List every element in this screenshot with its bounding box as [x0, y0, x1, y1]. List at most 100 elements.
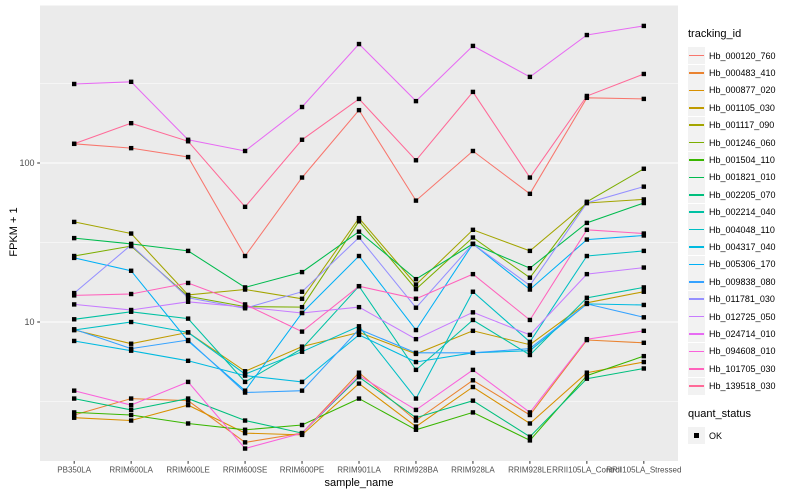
legend-key	[688, 81, 705, 99]
data-point-marker	[299, 289, 305, 294]
legend-item-Hb_001821_010: Hb_001821_010	[688, 168, 798, 186]
data-point-marker	[242, 446, 248, 451]
data-point-marker	[470, 89, 476, 95]
legend-swatch-line-icon	[689, 107, 704, 109]
data-point-marker	[356, 41, 362, 47]
data-point-marker	[128, 120, 134, 126]
data-point-marker	[71, 293, 77, 298]
legend-item-Hb_009838_080: Hb_009838_080	[688, 273, 798, 291]
data-point-marker	[641, 366, 647, 371]
data-point-marker	[299, 104, 305, 110]
data-point-marker	[299, 175, 305, 180]
legend-item-label: Hb_024714_010	[709, 328, 776, 339]
data-point-marker	[299, 296, 305, 301]
data-point-marker	[71, 415, 77, 420]
legend-item-Hb_094608_010: Hb_094608_010	[688, 342, 798, 360]
data-point-marker	[185, 402, 191, 408]
data-point-marker	[584, 32, 590, 38]
data-point-marker	[242, 373, 248, 378]
data-point-marker	[584, 220, 590, 226]
legend-swatch-line-icon	[689, 333, 704, 335]
legend-swatch-line-icon	[689, 124, 704, 127]
data-point-marker	[185, 154, 191, 160]
data-point-marker	[470, 328, 476, 334]
legend-item-Hb_004048_110: Hb_004048_110	[688, 221, 798, 239]
legend-key	[688, 273, 705, 291]
data-point-marker	[128, 268, 134, 273]
data-point-marker	[527, 421, 533, 426]
y-tick-label: 100	[19, 158, 34, 168]
data-point-marker	[356, 283, 362, 289]
legend-item-label: Hb_139518_030	[709, 381, 776, 392]
x-tick-label: RRIM928BA	[394, 466, 439, 475]
data-point-marker	[299, 346, 305, 351]
data-point-marker	[242, 204, 248, 210]
data-point-marker	[356, 229, 362, 234]
data-point-marker	[128, 79, 134, 85]
data-point-marker	[641, 200, 647, 206]
data-point-marker	[641, 265, 647, 270]
data-point-marker	[356, 327, 362, 332]
data-point-marker	[527, 339, 533, 345]
data-point-marker	[356, 235, 362, 240]
legend-title: tracking_id	[688, 28, 742, 40]
legend-item-Hb_024714_010: Hb_024714_010	[688, 325, 798, 343]
legend-item-Hb_001246_060: Hb_001246_060	[688, 134, 798, 152]
legend-item-label: Hb_004048_110	[709, 224, 775, 235]
data-point-marker	[242, 285, 248, 290]
data-point-marker	[641, 302, 647, 308]
legend-item-Hb_005306_170: Hb_005306_170	[688, 255, 798, 273]
legend-key	[688, 325, 705, 343]
legend-key	[688, 255, 705, 273]
data-point-marker	[413, 282, 419, 287]
legend-item-Hb_000120_760: Hb_000120_760	[688, 47, 798, 65]
data-point-marker	[185, 248, 191, 254]
legend-key	[688, 151, 705, 169]
data-point-marker	[527, 410, 533, 415]
data-point-marker	[413, 407, 419, 413]
data-point-marker	[242, 148, 248, 154]
data-point-marker	[185, 299, 191, 304]
quant-status-title: quant_status	[688, 407, 751, 420]
data-point-marker	[185, 295, 191, 300]
data-point-marker	[584, 295, 590, 300]
data-point-marker	[641, 231, 647, 236]
data-point-marker	[413, 327, 419, 333]
data-point-marker	[641, 71, 647, 77]
data-point-marker	[470, 241, 476, 247]
data-point-marker	[413, 396, 419, 401]
data-point-marker	[128, 231, 134, 236]
data-point-marker	[527, 248, 533, 254]
data-point-marker	[584, 336, 590, 342]
data-point-marker	[527, 332, 533, 338]
data-point-marker	[71, 81, 77, 87]
legend-item-label: Hb_000120_760	[709, 50, 776, 61]
data-point-marker	[242, 379, 248, 385]
data-point-marker	[71, 396, 77, 401]
data-point-marker	[413, 367, 419, 373]
data-point-marker	[413, 296, 419, 301]
data-point-marker	[299, 269, 305, 275]
quant-status-square-marker-icon	[694, 433, 699, 438]
data-point-marker	[527, 175, 533, 180]
data-point-marker	[185, 316, 191, 321]
legend-item-Hb_001105_030: Hb_001105_030	[688, 99, 798, 117]
data-point-marker	[527, 191, 533, 197]
legend-item-label: Hb_001105_030	[709, 102, 775, 113]
legend-swatch-line-icon	[689, 72, 704, 74]
data-point-marker	[641, 328, 647, 334]
data-point-marker	[185, 139, 191, 144]
legend-item-label: Hb_001821_010	[709, 172, 776, 183]
data-point-marker	[128, 319, 134, 325]
legend-swatch-line-icon	[689, 385, 704, 387]
data-point-marker	[527, 346, 533, 351]
data-point-marker	[356, 324, 362, 329]
data-point-marker	[71, 412, 77, 418]
data-point-marker	[299, 388, 305, 393]
legend-item-label: Hb_012725_050	[709, 311, 776, 322]
legend-swatch-line-icon	[689, 54, 704, 57]
data-point-marker	[128, 418, 134, 423]
legend-item-label: Hb_000877_020	[709, 85, 776, 96]
legend-swatch-line-icon	[689, 367, 704, 370]
